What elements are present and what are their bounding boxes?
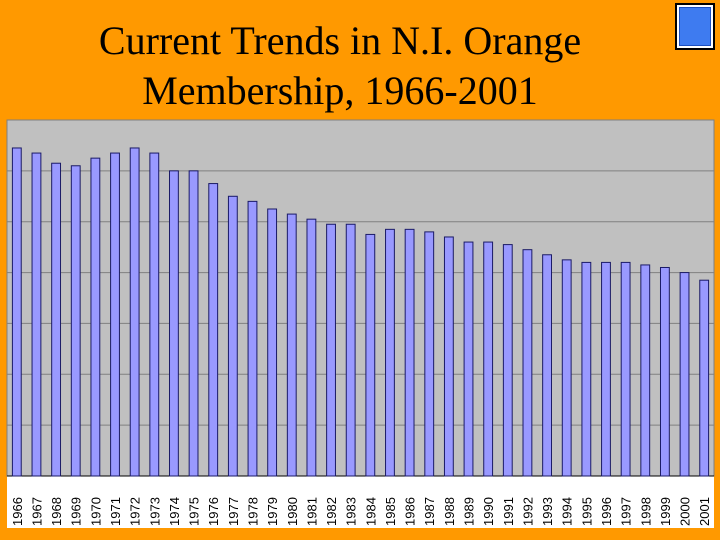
bar-1983 — [345, 223, 356, 477]
plot-layer — [6, 119, 715, 528]
bar-1991 — [502, 244, 513, 477]
x-tick-label: 1974 — [167, 497, 182, 526]
blue-square-icon-fill — [679, 7, 711, 46]
bar-1970 — [90, 157, 101, 477]
bar-1996 — [601, 261, 611, 477]
bar-1994 — [561, 259, 572, 477]
bar-1992 — [522, 249, 533, 477]
x-tick-label: 1966 — [10, 497, 25, 526]
bar-1982 — [326, 223, 336, 477]
chart-title: Current Trends in N.I. Orange Membership… — [40, 16, 640, 116]
gridlines — [7, 170, 714, 426]
bar-1987 — [424, 231, 435, 477]
bar-1969 — [70, 165, 81, 477]
x-tick-label: 2000 — [678, 497, 693, 526]
x-tick-label: 1978 — [245, 497, 260, 526]
x-tick-label: 1980 — [285, 497, 300, 526]
x-tick-label: 1973 — [147, 497, 162, 526]
x-tick-labels: 1966 1967 1968 1969 1970 1971 1972 1973 1974 1975… — [10, 497, 712, 526]
x-tick-label: 1985 — [383, 497, 398, 526]
x-tick-label: 1969 — [69, 497, 84, 526]
bar-1985 — [385, 228, 395, 477]
bar-1997 — [620, 261, 631, 477]
bar-1998 — [640, 264, 651, 477]
bar-1978 — [247, 200, 258, 477]
x-tick-label: 1992 — [520, 497, 535, 526]
blue-square-icon — [675, 3, 715, 50]
x-tick-label: 1990 — [481, 497, 496, 526]
bar-1995 — [581, 261, 592, 477]
bar-1971 — [110, 152, 120, 477]
x-tick-label: 1999 — [658, 497, 673, 526]
x-tick-label: 1993 — [540, 497, 555, 526]
x-tick-label: 1981 — [304, 497, 319, 526]
bar-1989 — [463, 241, 474, 477]
bar-2001 — [699, 279, 710, 477]
title-line-2: Membership, 1966-2001 — [142, 68, 538, 113]
plot-background — [6, 119, 715, 477]
x-tick-label: 1988 — [442, 497, 457, 526]
bar-2000 — [679, 272, 690, 477]
bar-1999 — [659, 266, 670, 477]
x-tick-label: 1971 — [108, 497, 123, 526]
x-tick-label: 1987 — [422, 497, 437, 526]
bar-1967 — [31, 152, 42, 477]
x-tick-label: 1967 — [29, 497, 44, 526]
x-tick-label: 1979 — [265, 497, 280, 526]
bar-1968 — [51, 162, 62, 477]
x-tick-label: 1991 — [501, 497, 516, 526]
x-tick-label: 1975 — [187, 497, 202, 526]
x-tick-label: 1983 — [344, 497, 359, 526]
bar-1975 — [188, 170, 199, 477]
x-tick-label: 1994 — [560, 497, 575, 526]
bar-1980 — [286, 213, 297, 477]
x-tick-label: 2001 — [697, 497, 712, 526]
x-tick-label: 1998 — [638, 497, 653, 526]
bar-1974 — [169, 170, 179, 477]
x-tick-label: 1977 — [226, 497, 241, 526]
x-tick-label: 1989 — [462, 497, 477, 526]
bars — [11, 147, 710, 477]
x-tick-label: 1984 — [363, 497, 378, 526]
x-tick-label: 1976 — [206, 497, 221, 526]
x-tick-label: 1972 — [128, 497, 143, 526]
x-tick-label: 1970 — [88, 497, 103, 526]
x-tick-label: 1986 — [403, 497, 418, 526]
bar-1979 — [267, 208, 278, 477]
x-tick-label: 1997 — [619, 497, 634, 526]
bar-1988 — [443, 236, 454, 477]
x-axis-label-strip — [7, 476, 714, 528]
bar-1966 — [11, 147, 22, 477]
bar-1990 — [483, 241, 494, 477]
bar-1981 — [306, 218, 317, 477]
bar-1986 — [404, 228, 415, 477]
bar-1993 — [542, 254, 552, 477]
bar-1976 — [208, 183, 219, 477]
title-line-1: Current Trends in N.I. Orange — [98, 18, 582, 63]
x-tick-label: 1982 — [324, 497, 339, 526]
bar-1973 — [149, 152, 160, 477]
bar-1984 — [365, 233, 376, 477]
x-tick-label: 1995 — [579, 497, 594, 526]
x-tick-label: 1996 — [599, 497, 614, 526]
bar-1972 — [129, 147, 140, 477]
bar-1977 — [227, 195, 238, 477]
x-tick-label: 1968 — [49, 497, 64, 526]
